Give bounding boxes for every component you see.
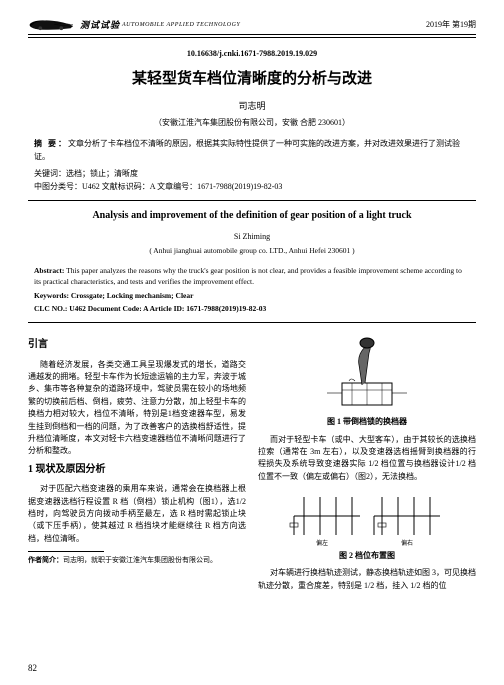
abstract-en-label: Abstract: (34, 266, 64, 275)
keywords-en-text: Crossgate; Locking mechanism; Clear (69, 291, 193, 300)
right-paragraph-2: 对车辆进行换档轨迹测试，静态换档轨迹如图 3，可见换档轨迹分散，重合度差，特别是… (258, 567, 476, 592)
figure-1-caption: 图 1 带倒档锁的换档器 (258, 416, 476, 428)
abstract-en-text: This paper analyzes the reasons why the … (34, 266, 462, 286)
right-paragraph-1: 而对于轻型卡车（或中、大型客车），由于其较长的选换档拉索（通常在 3m 左右），… (258, 434, 476, 484)
keywords-en: Keywords: Crossgate; Locking mechanism; … (34, 291, 470, 302)
mid-rule-bottom (28, 322, 476, 323)
gear-layout-diagram: 偏左 偏右 (282, 485, 452, 547)
footnote: 作者简介：司志明，就职于安徽江淮汽车集团股份有限公司。 (28, 555, 246, 566)
body-columns: 引言 随着经济发展，各类交通工具呈现爆发式的增长，道路交通越发的拥堵。轻型卡车作… (28, 333, 476, 594)
affiliation-cn: （安徽江淮汽车集团股份有限公司，安徽 合肥 230601） (28, 117, 476, 128)
title-cn: 某轻型货车档位清晰度的分析与改进 (28, 69, 476, 90)
intro-paragraph: 随着经济发展，各类交通工具呈现爆发式的增长，道路交通越发的拥堵。轻型卡车作为长短… (28, 359, 246, 458)
clc-en: CLC NO.: U462 Document Code: A Article I… (34, 304, 470, 315)
issue-label: 2019年 第19期 (426, 19, 476, 30)
page-number: 82 (28, 662, 37, 675)
doi: 10.16638/j.cnki.1671-7988.2019.19.029 (28, 48, 476, 59)
figure-2-caption: 图 2 档位布置图 (258, 550, 476, 562)
footnote-label: 作者简介： (28, 556, 63, 564)
section-1-heading: 1 现状及原因分析 (28, 462, 246, 478)
section-intro-heading: 引言 (28, 337, 246, 353)
author-cn: 司志明 (28, 100, 476, 113)
footnote-rule (28, 551, 104, 552)
affiliation-en: ( Anhui jianghuai automobile group co. L… (28, 246, 476, 257)
section-1-paragraph: 对于匹配六档变速器的乘用车来说，通常会在换档器上根据变速器选档行程设置 R 档（… (28, 483, 246, 545)
journal-name-en: AUTOMOBILE APPLIED TECHNOLOGY (122, 21, 240, 29)
left-column: 引言 随着经济发展，各类交通工具呈现爆发式的增长，道路交通越发的拥堵。轻型卡车作… (28, 333, 246, 594)
footnote-text: 司志明，就职于安徽江淮汽车集团股份有限公司。 (63, 556, 217, 564)
clc-cn: 中图分类号：U462 文献标识码：A 文章编号：1671-7988(2019)1… (34, 181, 470, 192)
figure-1 (258, 335, 476, 413)
keywords-cn-text: 选档；锁止；清晰度 (66, 169, 138, 178)
page-header: 测试试验 AUTOMOBILE APPLIED TECHNOLOGY 2019年… (28, 18, 476, 35)
abstract-cn-text: 文章分析了卡车档位不清晰的原因，根据其实际特性提供了一种可实施的改进方案，并对改… (34, 139, 460, 161)
title-en: Analysis and improvement of the definiti… (28, 209, 476, 223)
svg-text:偏右: 偏右 (401, 539, 413, 547)
mid-rule-top (28, 200, 476, 201)
keywords-cn: 关键词：选档；锁止；清晰度 (34, 168, 470, 179)
journal-name-cn: 测试试验 (80, 19, 120, 32)
keywords-en-label: Keywords: (34, 291, 69, 300)
keywords-cn-label: 关键词： (34, 169, 66, 178)
abstract-cn: 摘 要：文章分析了卡车档位不清晰的原因，根据其实际特性提供了一种可实施的改进方案… (34, 138, 470, 164)
abstract-cn-label: 摘 要： (34, 139, 68, 148)
abstract-en: Abstract: This paper analyzes the reason… (34, 265, 470, 288)
right-column: 图 1 带倒档锁的换档器 而对于轻型卡车（或中、大型客车），由于其较长的选换档拉… (258, 333, 476, 594)
car-icon (28, 18, 76, 32)
figure-2: 偏左 偏右 (258, 485, 476, 547)
header-left: 测试试验 AUTOMOBILE APPLIED TECHNOLOGY (28, 18, 426, 32)
gear-shifter-icon (307, 335, 427, 413)
svg-text:偏左: 偏左 (316, 539, 328, 547)
author-en: Si Zhiming (28, 231, 476, 242)
header-rule (28, 37, 476, 38)
